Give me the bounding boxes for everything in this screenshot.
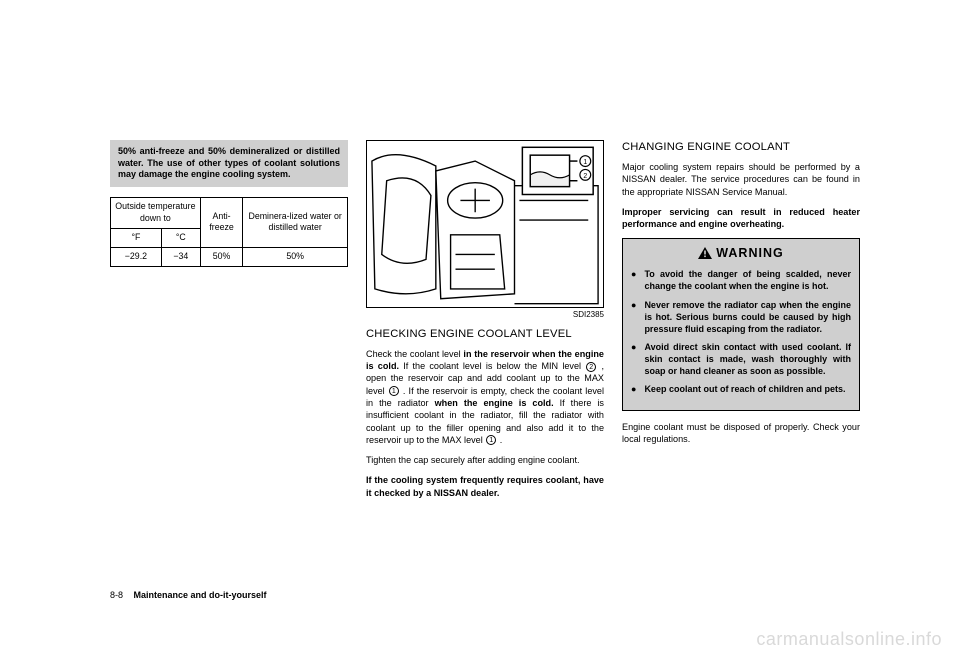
change-paragraph-2: Improper servicing can result in reduced… [622, 206, 860, 231]
txt: If the coolant level is below the MIN le… [399, 361, 585, 371]
column-3: CHANGING ENGINE COOLANT Major cooling sy… [622, 140, 860, 507]
caution-box: 50% anti-freeze and 50% demineralized or… [110, 140, 348, 187]
coolant-mix-table: Outside temperature down to Anti-freeze … [110, 197, 348, 267]
page-number: 8-8 [110, 590, 123, 600]
watermark: carmanualsonline.info [756, 629, 942, 650]
circled-1-icon: 1 [486, 435, 496, 445]
td-c: −34 [161, 247, 200, 266]
engine-bay-svg: 1 2 [367, 141, 603, 307]
bullet-icon: ● [631, 268, 636, 292]
columns: 50% anti-freeze and 50% demineralized or… [110, 140, 860, 507]
svg-text:2: 2 [583, 173, 587, 180]
warning-list: ● To avoid the danger of being scalded, n… [631, 268, 851, 395]
check-paragraph-3: If the cooling system frequently require… [366, 474, 604, 499]
table-row: −29.2 −34 50% 50% [111, 247, 348, 266]
th-antifreeze: Anti-freeze [200, 198, 243, 248]
table-row: Outside temperature down to Anti-freeze … [111, 198, 348, 229]
coolant-figure: 1 2 [366, 140, 604, 308]
heading-change-coolant: CHANGING ENGINE COOLANT [622, 140, 860, 155]
td-f: −29.2 [111, 247, 162, 266]
th-water: Deminera-lized water or distilled water [243, 198, 348, 248]
warning-header: WARNING [631, 245, 851, 262]
warning-text: To avoid the danger of being scalded, ne… [644, 268, 851, 292]
warning-text: Never remove the radiator cap when the e… [644, 299, 851, 335]
th-f: °F [111, 228, 162, 247]
list-item: ●Never remove the radiator cap when the … [631, 299, 851, 335]
column-2: 1 2 SDI2385 CHECKING ENGINE COOLANT LEVE… [366, 140, 604, 507]
list-item: ●Avoid direct skin contact with used coo… [631, 341, 851, 377]
warning-box: WARNING ● To avoid the danger of being sc… [622, 238, 860, 410]
svg-text:1: 1 [583, 159, 587, 166]
txt: . [497, 435, 502, 445]
warning-text: Keep coolant out of reach of children an… [644, 383, 851, 395]
warning-triangle-icon [698, 247, 712, 259]
heading-check-level: CHECKING ENGINE COOLANT LEVEL [366, 327, 604, 342]
change-paragraph-3: Engine coolant must be disposed of prope… [622, 421, 860, 446]
td-water: 50% [243, 247, 348, 266]
circled-1-icon: 1 [389, 386, 399, 396]
list-item: ● Keep coolant out of reach of children a… [631, 383, 851, 395]
page-footer: 8-8 Maintenance and do-it-yourself [110, 590, 267, 600]
warning-text: Avoid direct skin contact with used cool… [644, 341, 851, 377]
page: 50% anti-freeze and 50% demineralized or… [0, 0, 960, 664]
list-item: ● To avoid the danger of being scalded, n… [631, 268, 851, 292]
txt: Check the coolant level [366, 349, 463, 359]
bullet-icon: ● [631, 299, 636, 335]
circled-2-icon: 2 [586, 362, 596, 372]
th-outside: Outside temperature down to [111, 198, 201, 229]
txt-bold: when the engine is cold. [435, 398, 554, 408]
figure-code: SDI2385 [366, 310, 604, 321]
td-af: 50% [200, 247, 243, 266]
check-paragraph-2: Tighten the cap securely after adding en… [366, 454, 604, 466]
section-title: Maintenance and do-it-yourself [134, 590, 267, 600]
warning-label: WARNING [716, 246, 783, 260]
bullet-icon: ● [631, 341, 636, 377]
column-1: 50% anti-freeze and 50% demineralized or… [110, 140, 348, 507]
check-paragraph-1: Check the coolant level in the reservoir… [366, 348, 604, 446]
change-paragraph-1: Major cooling system repairs should be p… [622, 161, 860, 198]
bullet-icon: ● [631, 383, 636, 395]
th-c: °C [161, 228, 200, 247]
